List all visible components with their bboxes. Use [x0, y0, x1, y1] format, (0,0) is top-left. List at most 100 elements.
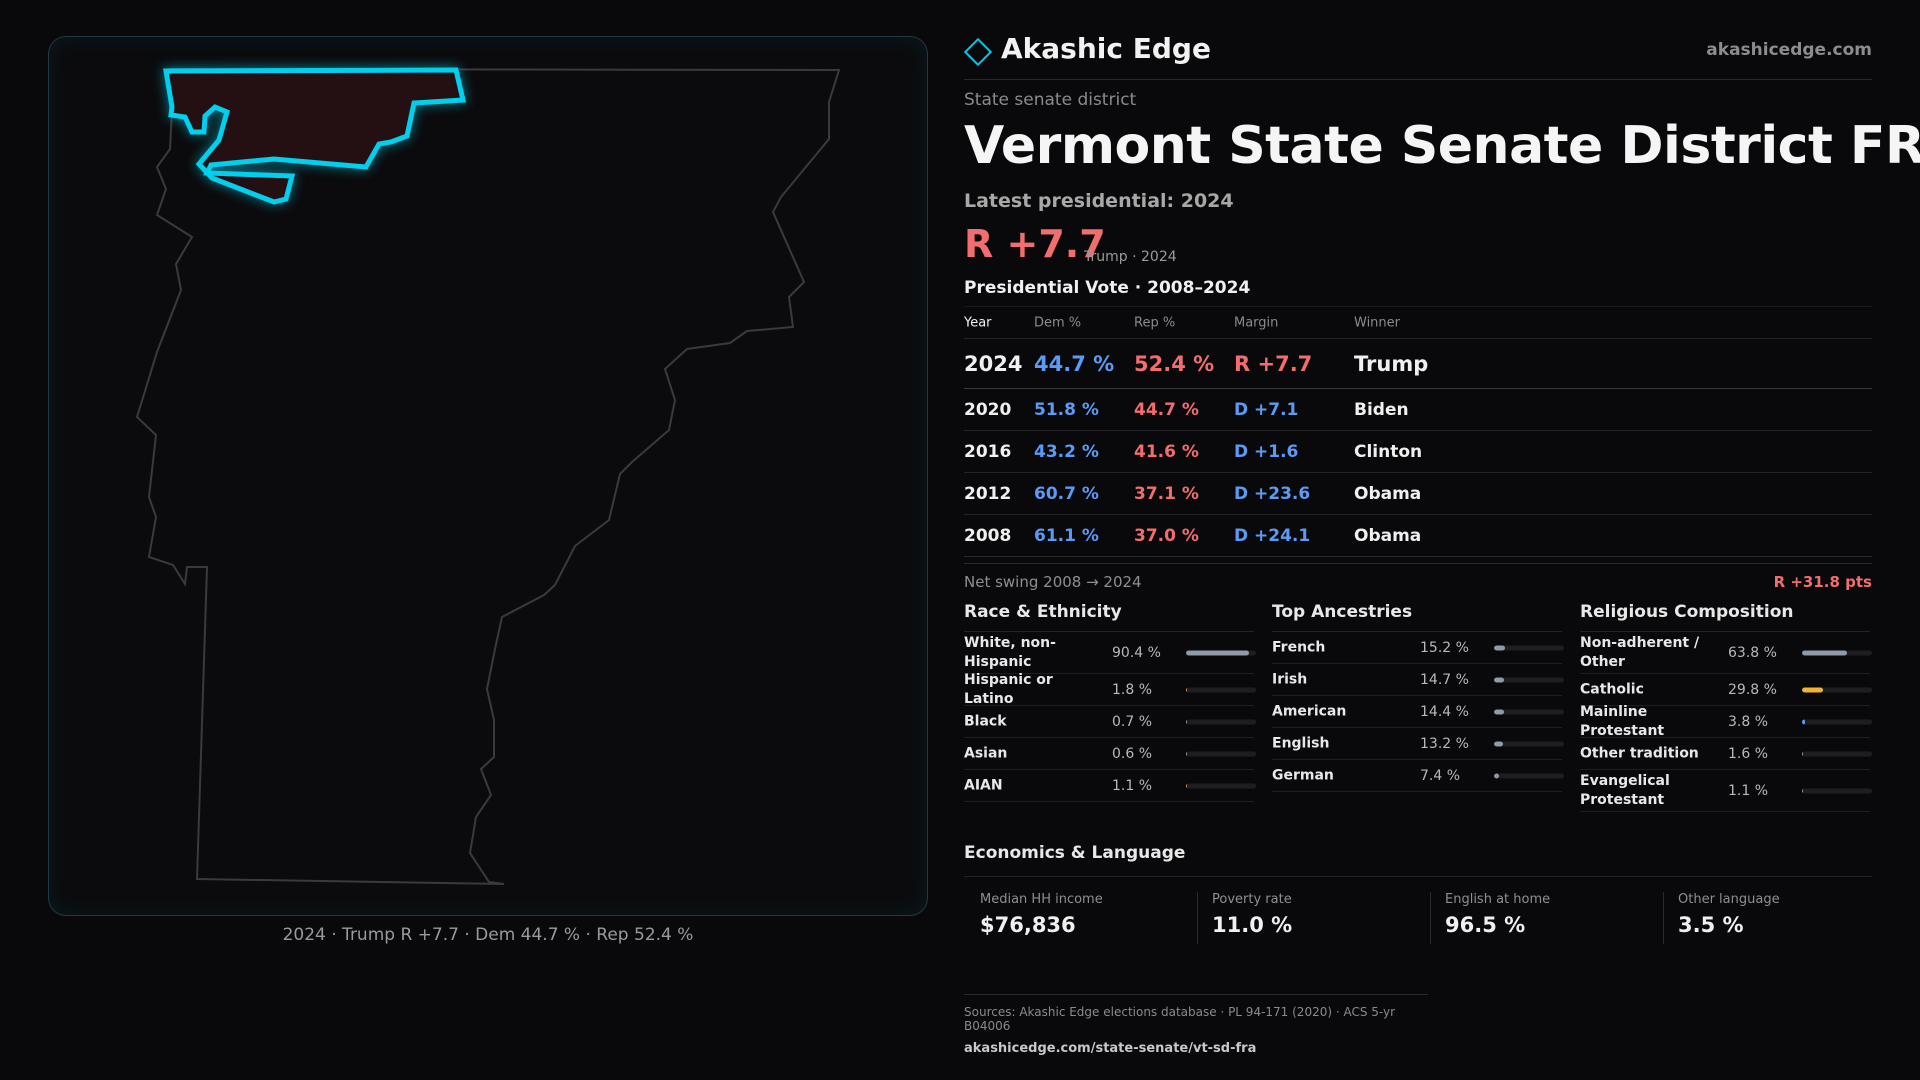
brand-url-link[interactable]: akashicedge.com — [1706, 40, 1872, 60]
list-item: White, non-Hispanic 90.4 % — [964, 632, 1256, 674]
margin-cell: D +24.1 — [1234, 525, 1311, 546]
stat-label: Poverty rate — [1212, 892, 1292, 907]
item-bar-fill — [1802, 751, 1804, 756]
dem-cell: 43.2 % — [1034, 441, 1099, 462]
list-item: Other tradition 1.6 % — [1580, 738, 1872, 770]
economics-title: Economics & Language — [964, 843, 1872, 877]
brand-header: Akashic Edge akashicedge.com — [963, 30, 1872, 80]
item-label: Irish — [1272, 671, 1308, 687]
item-bar — [1802, 788, 1872, 793]
list-item: Non-adherent / Other 63.8 % — [1580, 632, 1872, 674]
rep-cell: 37.0 % — [1134, 525, 1199, 546]
list-item: AIAN 1.1 % — [964, 770, 1256, 802]
rep-cell: 41.6 % — [1134, 441, 1199, 462]
winner-cell: Clinton — [1354, 441, 1423, 462]
list-item: Irish 14.7 % — [1272, 664, 1564, 696]
list-item: Hispanic or Latino 1.8 % — [964, 671, 1256, 707]
table-row: 2024 44.7 % 52.4 % R +7.7 Trump — [964, 339, 1872, 389]
dem-cell: 60.7 % — [1034, 483, 1099, 504]
column-header: Winner — [1354, 315, 1401, 330]
religion-section: Religious Composition Non-adherent / Oth… — [1580, 600, 1872, 812]
ancestry-title: Top Ancestries — [1272, 600, 1562, 632]
item-bar-fill — [1802, 788, 1803, 793]
item-bar-fill — [1494, 677, 1505, 682]
item-label: Catholic — [1580, 681, 1644, 697]
presidential-vote-table: Year Dem % Rep % Margin Winner 2024 44.7… — [964, 306, 1872, 557]
list-item: Evangelical Protestant 1.1 % — [1580, 770, 1872, 812]
item-bar — [1494, 773, 1564, 778]
item-bar-fill — [1186, 783, 1187, 788]
winner-cell: Trump — [1354, 351, 1429, 376]
list-item: English 13.2 % — [1272, 728, 1564, 760]
column-header: Dem % — [1034, 315, 1082, 330]
item-percent: 90.4 % — [1112, 644, 1161, 661]
item-bar — [1802, 751, 1872, 756]
item-percent: 3.8 % — [1728, 713, 1769, 730]
stat-label: Other language — [1678, 892, 1780, 907]
item-percent: 63.8 % — [1728, 644, 1777, 661]
stat-cell: Other language 3.5 % — [1663, 892, 1873, 944]
margin-cell: D +7.1 — [1234, 399, 1299, 420]
item-bar — [1186, 751, 1256, 756]
item-label: Evangelical Protestant — [1580, 772, 1670, 808]
ancestry-section: Top Ancestries French 15.2 % Irish 14.7 … — [1272, 600, 1564, 792]
sources: Sources: Akashic Edge elections database… — [964, 994, 1428, 1056]
item-label: Hispanic or Latino — [964, 671, 1053, 707]
table-row: 2020 51.8 % 44.7 % D +7.1 Biden — [964, 389, 1872, 431]
district-type: State senate district — [964, 90, 1137, 110]
item-bar — [1186, 650, 1256, 655]
item-bar — [1186, 719, 1256, 724]
year-cell: 2024 — [964, 351, 1023, 376]
latest-margin-winner: Trump · 2024 — [1084, 249, 1177, 265]
item-bar — [1186, 783, 1256, 788]
item-label: Mainline Protestant — [1580, 703, 1665, 739]
item-bar — [1186, 687, 1256, 692]
stat-value: $76,836 — [980, 913, 1076, 937]
item-percent: 1.1 % — [1728, 782, 1769, 799]
list-item: Mainline Protestant 3.8 % — [1580, 703, 1872, 739]
page-title: Vermont State Senate District FRA — [964, 116, 1920, 176]
item-label: White, non-Hispanic — [964, 634, 1056, 670]
rep-cell: 52.4 % — [1134, 351, 1215, 376]
table-row: 2008 61.1 % 37.0 % D +24.1 Obama — [964, 515, 1872, 557]
latest-margin: R +7.7 — [964, 222, 1106, 266]
stat-label: Median HH income — [980, 892, 1103, 907]
list-item: American 14.4 % — [1272, 696, 1564, 728]
item-percent: 14.7 % — [1420, 671, 1469, 688]
source-url-link[interactable]: akashicedge.com/state-senate/vt-sd-fra — [964, 1041, 1257, 1056]
item-percent: 0.7 % — [1112, 713, 1153, 730]
stat-value: 96.5 % — [1445, 913, 1526, 937]
item-bar — [1494, 709, 1564, 714]
item-label: German — [1272, 767, 1334, 783]
margin-cell: D +23.6 — [1234, 483, 1311, 504]
sources-line: Sources: Akashic Edge elections database… — [964, 1005, 1396, 1033]
column-header: Rep % — [1134, 315, 1176, 330]
item-percent: 13.2 % — [1420, 735, 1469, 752]
item-bar — [1802, 687, 1872, 692]
latest-presidential-label: Latest presidential: 2024 — [964, 190, 1234, 212]
vermont-outline — [135, 68, 841, 885]
stat-cell: English at home 96.5 % — [1430, 892, 1640, 944]
district-highlight — [163, 67, 467, 205]
column-header: Year — [964, 315, 992, 330]
item-percent: 0.6 % — [1112, 745, 1153, 762]
list-item: Asian 0.6 % — [964, 738, 1256, 770]
stat-value: 3.5 % — [1678, 913, 1744, 937]
item-bar-fill — [1494, 741, 1504, 746]
list-item: Black 0.7 % — [964, 706, 1256, 738]
table-row: 2012 60.7 % 37.1 % D +23.6 Obama — [964, 473, 1872, 515]
table-header: Year Dem % Rep % Margin Winner — [964, 307, 1872, 339]
vote-table-heading: Presidential Vote · 2008–2024 — [964, 278, 1251, 298]
net-swing: Net swing 2008 → 2024 R +31.8 pts — [964, 563, 1872, 591]
item-bar-fill — [1802, 650, 1847, 655]
year-cell: 2020 — [964, 399, 1012, 420]
list-item: German 7.4 % — [1272, 760, 1564, 792]
year-cell: 2016 — [964, 441, 1012, 462]
column-header: Margin — [1234, 315, 1279, 330]
stat-label: English at home — [1445, 892, 1551, 907]
item-percent: 1.6 % — [1728, 745, 1769, 762]
item-label: AIAN — [964, 777, 1003, 793]
race-title: Race & Ethnicity — [964, 600, 1254, 632]
dem-cell: 61.1 % — [1034, 525, 1099, 546]
item-percent: 29.8 % — [1728, 681, 1777, 698]
